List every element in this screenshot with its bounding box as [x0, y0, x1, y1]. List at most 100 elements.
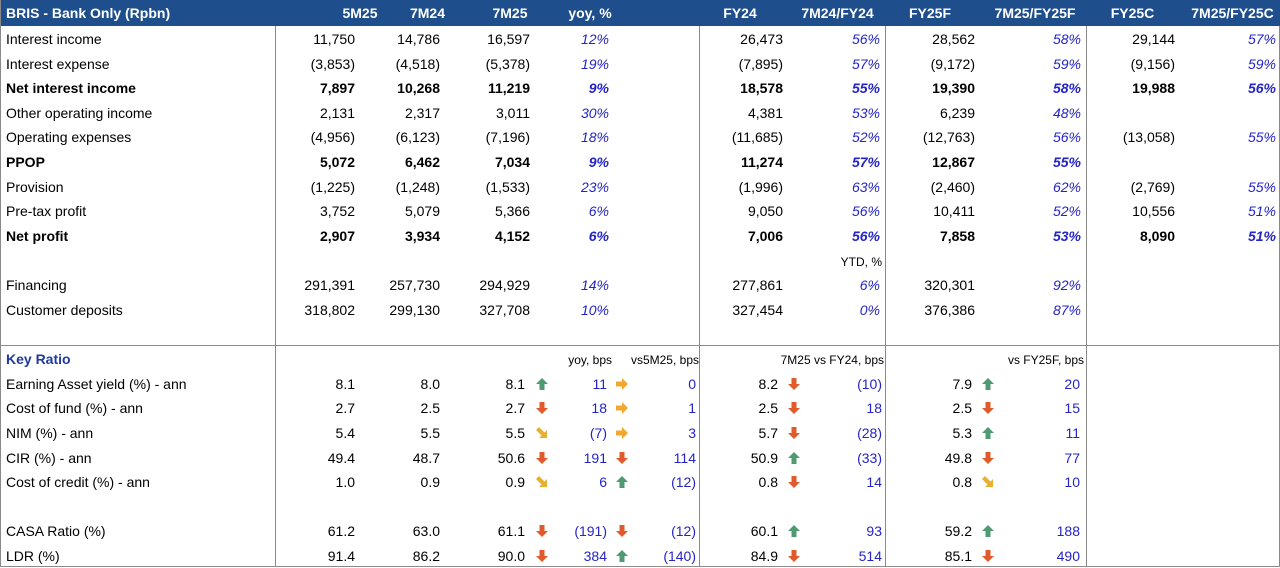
header-col-9: 7M25/FY25C	[1191, 5, 1274, 21]
ratio-cell-vsfy24: 93	[866, 523, 882, 539]
pl-cell: 59%	[1247, 55, 1276, 72]
pl-cell: 3,011	[496, 104, 530, 121]
bs-cell: 87%	[1052, 301, 1081, 318]
arrow-down-icon	[981, 549, 995, 563]
ratio-cell-v7m24: 0.9	[420, 474, 440, 490]
header-col-6: FY25F	[908, 5, 951, 21]
ratio-cell-v7m25: 50.6	[497, 450, 525, 466]
header-col-3: yoy, %	[568, 5, 612, 21]
pl-row-label: Operating expenses	[6, 129, 132, 146]
pl-cell: 3,934	[404, 227, 440, 244]
pl-cell: 11,274	[740, 154, 783, 170]
pl-cell: 18%	[580, 129, 609, 146]
ratio-cell-vsfy25f: 188	[1056, 523, 1080, 539]
pl-cell	[1090, 101, 1175, 125]
pl-cell: 56%	[851, 203, 880, 220]
ratio-cell-yoy: (7)	[589, 425, 607, 441]
ratio-cell-yoy: 11	[592, 376, 607, 392]
pl-cell: 9%	[588, 154, 609, 170]
pl-cell: 6,239	[939, 104, 975, 121]
ratio-cell-fy24: 0.8	[758, 474, 778, 490]
pl-cell: 52%	[1052, 203, 1081, 220]
bs-row-label: Customer deposits	[6, 301, 123, 318]
pl-cell: 19,988	[1132, 80, 1175, 97]
arrow-right-icon	[615, 426, 629, 440]
ratio-cell-vsfy24: 18	[866, 400, 882, 416]
sub-header-vsfy25f: vs FY25F, bps	[1007, 353, 1084, 367]
pl-cell: (9,156)	[1130, 55, 1175, 72]
pl-cell: 9,050	[747, 203, 783, 220]
pl-cell: (4,518)	[395, 55, 440, 72]
pl-cell: 2,907	[319, 227, 355, 244]
pl-cell: (9,172)	[930, 55, 975, 72]
ratio-cell-vsfy24: (28)	[857, 425, 882, 441]
header-title: BRIS - Bank Only (Rpbn)	[6, 5, 171, 21]
pl-cell	[1185, 101, 1276, 125]
pl-cell: 51%	[1247, 203, 1276, 220]
ratio-cell-v5m: 1.0	[335, 474, 355, 490]
arrow-down-icon	[981, 401, 995, 415]
pl-cell: 55%	[1247, 178, 1276, 195]
arrow-up-icon	[981, 377, 995, 391]
ratio-cell-v7m24: 48.7	[412, 450, 440, 466]
pl-cell: 6%	[588, 227, 609, 244]
arrow-down-right-icon	[535, 475, 549, 489]
bs-cell: 291,391	[304, 277, 355, 293]
pl-cell: 7,006	[747, 227, 783, 244]
pl-cell: (1,996)	[738, 178, 783, 195]
grid-vline	[275, 26, 276, 567]
pl-cell: 5,079	[404, 203, 440, 220]
arrow-up-icon	[981, 524, 995, 538]
pl-row-label: Interest income	[6, 31, 102, 47]
ratio-cell-v7m24: 8.0	[420, 376, 440, 392]
grid-hline	[0, 345, 1280, 346]
ratio-cell-vsfy25f: 10	[1064, 474, 1080, 490]
ratio-cell-vsfy24: (33)	[857, 450, 882, 466]
pl-cell: 29,144	[1132, 31, 1175, 47]
pl-cell: 7,034	[494, 154, 530, 170]
ratio-cell-fy24: 84.9	[750, 548, 778, 564]
pl-cell: 56%	[851, 227, 880, 244]
bs-cell: 6%	[859, 277, 880, 293]
pl-cell: (7,895)	[738, 55, 783, 72]
bs-cell: 14%	[580, 277, 609, 293]
bs-cell: 320,301	[924, 277, 975, 293]
ratio-cell-fy25f: 2.5	[952, 400, 972, 416]
ratio-cell-fy25f: 85.1	[944, 548, 972, 564]
pl-cell: 14,786	[397, 31, 440, 47]
ratio-cell-vsfy24: 514	[858, 548, 882, 564]
pl-cell: (1,225)	[310, 178, 355, 195]
bs-cell: 299,130	[389, 301, 440, 318]
pl-cell: 7,897	[319, 80, 355, 97]
pl-row-label: PPOP	[6, 154, 45, 170]
ratio-cell-fy25f: 59.2	[944, 523, 972, 539]
bs-cell: 318,802	[304, 301, 355, 318]
grid-vline	[0, 0, 1, 567]
arrow-down-icon	[787, 426, 801, 440]
pl-cell: (12,763)	[922, 129, 975, 146]
pl-cell	[1090, 150, 1175, 174]
ratio-row-label: Cost of fund (%) - ann	[6, 400, 143, 416]
ratio-row-label: CIR (%) - ann	[6, 450, 92, 466]
pl-cell: (6,123)	[395, 129, 440, 146]
pl-cell: 53%	[1052, 227, 1081, 244]
pl-cell: 6%	[588, 203, 609, 220]
pl-cell: 59%	[1052, 55, 1081, 72]
pl-cell: 5,366	[494, 203, 530, 220]
pl-cell	[1185, 150, 1276, 174]
ratio-cell-vs5m: 1	[688, 400, 696, 416]
bs-cell: 0%	[859, 301, 880, 318]
arrow-down-right-icon	[535, 426, 549, 440]
pl-cell: 12%	[580, 31, 609, 47]
ratio-cell-fy24: 8.2	[758, 376, 778, 392]
pl-cell: 56%	[1052, 129, 1081, 146]
ratio-cell-v7m24: 2.5	[420, 400, 440, 416]
ratio-cell-yoy: (191)	[574, 523, 607, 539]
bs-cell: 92%	[1052, 277, 1081, 293]
arrow-down-icon	[535, 451, 549, 465]
arrow-down-icon	[787, 475, 801, 489]
ratio-cell-v5m: 2.7	[335, 400, 355, 416]
ratio-cell-vsfy24: 14	[866, 474, 882, 490]
ratio-cell-v7m25: 2.7	[505, 400, 525, 416]
pl-cell: (11,685)	[731, 129, 783, 146]
